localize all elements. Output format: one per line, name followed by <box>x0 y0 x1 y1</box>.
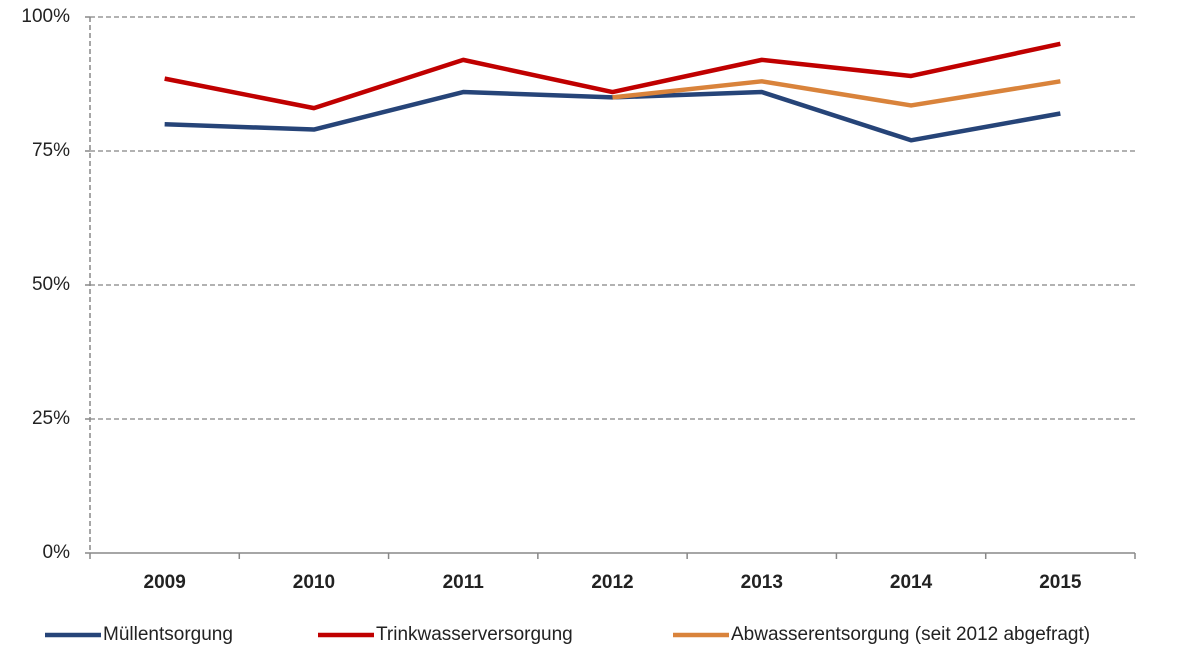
x-tick-label: 2015 <box>1039 572 1082 593</box>
y-tick-label: 75% <box>32 140 70 161</box>
x-tick-label: 2010 <box>293 572 335 593</box>
y-tick-label: 0% <box>43 542 71 563</box>
series-line <box>612 79 1061 108</box>
y-tick-label: 50% <box>32 274 70 295</box>
series-line <box>164 89 1061 143</box>
y-tick-label: 100% <box>21 6 70 27</box>
y-tick-label: 25% <box>32 408 70 429</box>
x-tick-label: 2014 <box>890 572 933 593</box>
x-tick-label: 2013 <box>741 572 783 593</box>
legend-label: Müllentsorgung <box>103 624 233 645</box>
series-line <box>164 41 1061 111</box>
x-tick-label: 2012 <box>591 572 633 593</box>
legend-label: Abwasserentsorgung (seit 2012 abgefragt) <box>731 624 1090 645</box>
legend-label: Trinkwasserversorgung <box>376 624 573 645</box>
x-tick-label: 2009 <box>144 572 186 593</box>
x-tick-label: 2011 <box>443 572 485 593</box>
